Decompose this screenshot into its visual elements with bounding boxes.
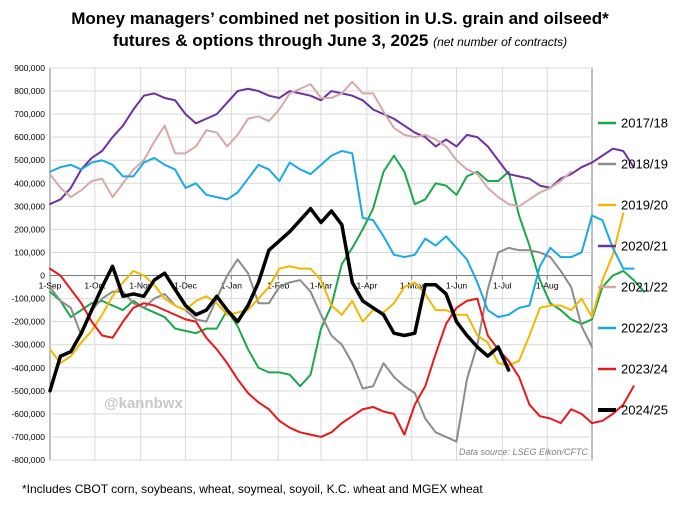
series-line-2021-22 (49, 80, 573, 208)
y-tick-label: -500,000 (11, 386, 45, 396)
x-tick-label: 1-Nov (129, 281, 152, 291)
legend-label: 2023/24 (621, 362, 668, 377)
x-tick-label: 1-Jun (446, 281, 468, 291)
y-tick-label: 500,000 (14, 155, 45, 165)
series-line-2024-25 (48, 206, 511, 393)
y-tick-label: 100,000 (14, 247, 45, 257)
x-tick-label: 1-Aug (536, 281, 559, 291)
y-tick-label: 0 (40, 271, 45, 281)
legend-label: 2019/20 (621, 198, 668, 213)
series-line-2019-20 (49, 212, 625, 367)
y-tick-label: 700,000 (14, 109, 45, 119)
footnote: *Includes CBOT corn, soybeans, wheat, so… (22, 482, 483, 496)
chart-title-line-2-wrap: futures & options through June 3, 2025 (… (0, 30, 680, 53)
y-tick-label: 200,000 (14, 224, 45, 234)
y-tick-label: -600,000 (11, 409, 45, 419)
legend-label: 2017/18 (621, 116, 668, 131)
chart-title-line-2: futures & options through June 3, 2025 (112, 31, 429, 50)
y-tick-label: 300,000 (14, 201, 45, 211)
series-line-2018-19 (49, 246, 593, 443)
source-note: Data source: LSEG Eikon/CFTC (459, 447, 589, 457)
x-tick-label: 1-Jul (493, 281, 512, 291)
y-tick-label: -700,000 (11, 432, 45, 442)
y-tick-label: 600,000 (14, 132, 45, 142)
chart-title-line-1: Money managers’ combined net position in… (71, 9, 609, 28)
legend-label: 2021/22 (621, 280, 668, 295)
y-tick-label: 900,000 (14, 63, 45, 73)
y-tick-label: -100,000 (11, 294, 45, 304)
legend-label: 2022/23 (621, 321, 668, 336)
series-line-2023-24 (49, 267, 635, 438)
x-tick-label: 1-Apr (356, 281, 377, 291)
legend-label: 2020/21 (621, 239, 668, 254)
y-tick-label: -300,000 (11, 340, 45, 350)
chart-title: Money managers’ combined net position in… (0, 0, 680, 53)
y-tick-label: 800,000 (14, 86, 45, 96)
x-tick-label: 1-Dec (174, 281, 197, 291)
y-tick-label: -400,000 (11, 363, 45, 373)
legend-label: 2018/19 (621, 157, 668, 172)
series-line-2022-23 (49, 150, 635, 319)
legend-label: 2024/25 (621, 403, 668, 418)
chart-subtitle: (net number of contracts) (433, 35, 568, 49)
x-tick-label: 1-Mar (310, 281, 332, 291)
x-tick-label: 1-Jan (221, 281, 243, 291)
x-tick-label: 1-Sep (39, 281, 62, 291)
y-tick-label: -800,000 (11, 455, 45, 465)
y-tick-label: 400,000 (14, 178, 45, 188)
watermark: @kannbwx (104, 395, 183, 412)
x-tick-label: 1-May (400, 281, 424, 291)
x-tick-label: 1-Feb (267, 281, 289, 291)
y-tick-label: -200,000 (11, 317, 45, 327)
x-tick-label: 1-Oct (84, 281, 105, 291)
